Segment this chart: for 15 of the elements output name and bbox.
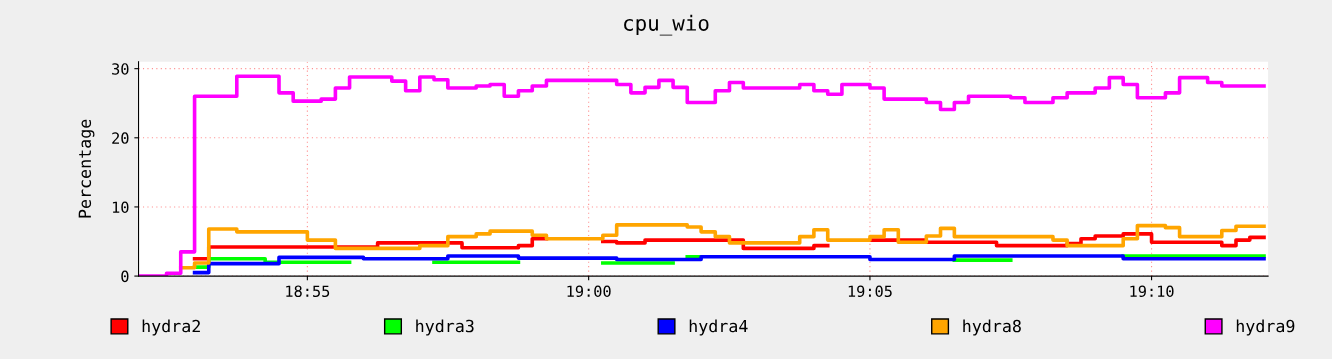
legend-label: hydra2	[142, 319, 200, 336]
legend-label: hydra4	[689, 319, 748, 336]
y-tick-label: 20	[112, 132, 129, 144]
x-tick-label: 19:00	[567, 285, 611, 298]
y-tick-label: 30	[112, 63, 129, 75]
chart-title: cpu_wio	[624, 14, 709, 36]
x-tick-label: 19:10	[1130, 285, 1174, 298]
y-axis-title: Percentage	[78, 119, 95, 218]
legend-label: hydra3	[416, 319, 474, 336]
legend-label: hydra9	[1236, 319, 1295, 336]
y-tick-label: 0	[121, 270, 129, 283]
x-tick-label: 18:55	[286, 285, 330, 298]
y-tick-label: 10	[112, 201, 129, 213]
x-tick-label: 19:05	[848, 285, 892, 298]
legend-label: hydra8	[963, 319, 1021, 336]
